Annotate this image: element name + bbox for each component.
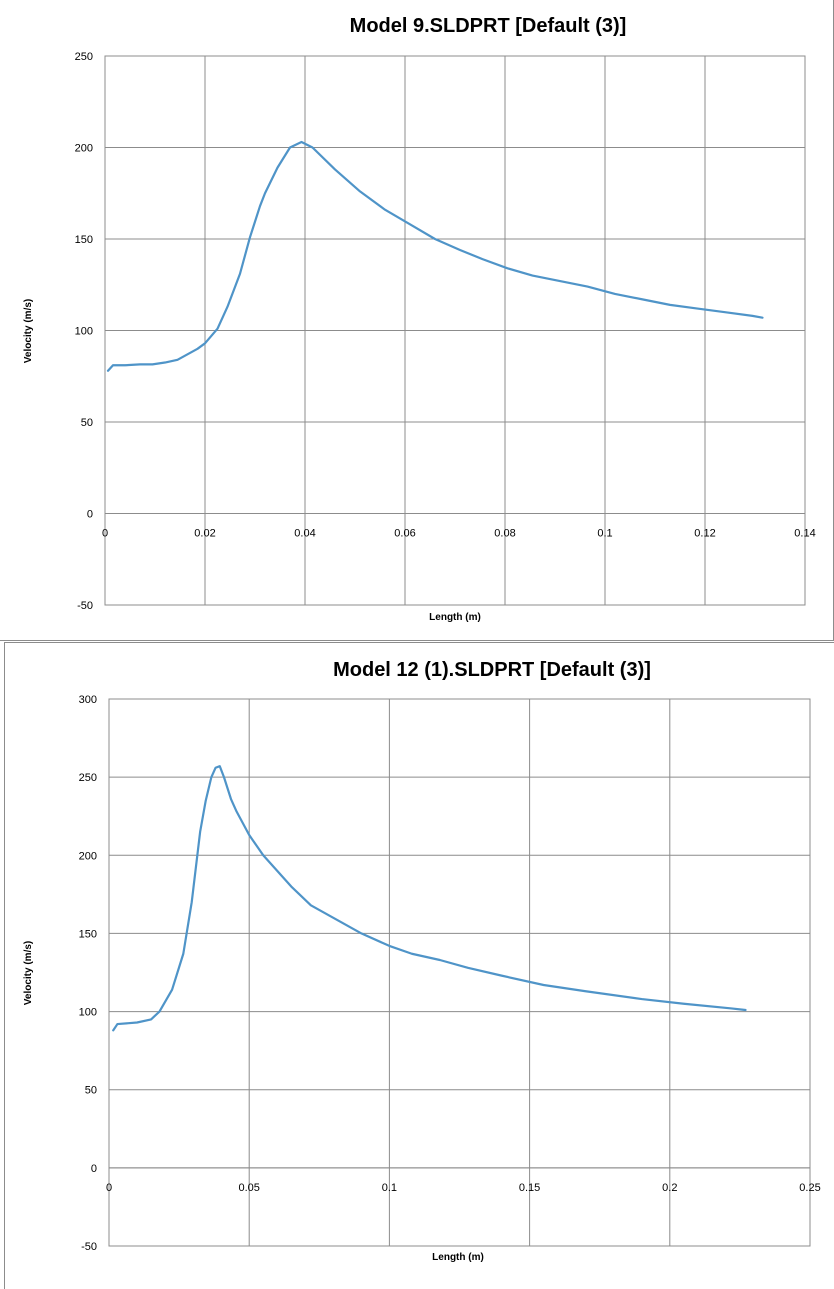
y-tick-label: 50: [85, 1085, 97, 1097]
y-tick-label: 100: [75, 326, 93, 338]
x-tick-label: 0.02: [194, 528, 215, 540]
y-tick-label: 0: [87, 509, 93, 521]
y-tick-label: 150: [79, 928, 97, 940]
chart-title: Model 12 (1).SLDPRT [Default (3)]: [333, 659, 651, 681]
series-lines: [106, 140, 764, 372]
x-tick-label: 0.12: [694, 528, 715, 540]
chart-panel-model-9: -50 0 50 100 150 200 250 0 0.02 0.04 0.06 0.08 0.1 0.…: [0, 0, 834, 641]
series-lines: [112, 765, 747, 1032]
y-tick-label: 0: [91, 1163, 97, 1175]
x-tick-label: 0.14: [794, 528, 815, 540]
x-tick-label: 0: [106, 1182, 112, 1194]
grid-lines: [104, 55, 806, 606]
x-tick-label: 0.1: [382, 1182, 397, 1194]
chart-panel-model-12: -50 0 50 100 150 200 250 300 0 0.05 0.1 0.15 0.2 0.25…: [4, 642, 834, 1289]
y-tick-label: 150: [75, 234, 93, 246]
y-tick-label: -50: [77, 600, 93, 612]
y-axis-label: Velocity (m/s): [23, 941, 34, 1005]
tick-labels: -50 0 50 100 150 200 250 0 0.02 0.04 0.06 0.08 0.1 0.…: [75, 51, 816, 612]
y-tick-label: 250: [79, 772, 97, 784]
x-axis-label: Length (m): [429, 612, 481, 623]
x-tick-label: 0.08: [494, 528, 515, 540]
tick-labels: -50 0 50 100 150 200 250 300 0 0.05 0.1 0.15 0.2 0.25: [79, 694, 821, 1253]
x-axis-label: Length (m): [432, 1252, 484, 1263]
plot-area: [108, 698, 811, 1247]
grid-lines: [108, 698, 811, 1247]
chart-model-9: -50 0 50 100 150 200 250 0 0.02 0.04 0.06 0.08 0.1 0.…: [23, 15, 816, 623]
y-tick-label: 50: [81, 417, 93, 429]
x-tick-label: 0.1: [597, 528, 612, 540]
y-tick-label: 100: [79, 1007, 97, 1019]
x-tick-label: 0.25: [799, 1182, 820, 1194]
x-tick-label: 0: [102, 528, 108, 540]
y-tick-label: 200: [75, 143, 93, 155]
x-tick-label: 0.2: [662, 1182, 677, 1194]
chart-model-12: -50 0 50 100 150 200 250 300 0 0.05 0.1 0.15 0.2 0.25…: [23, 659, 821, 1263]
series-line-velocity: [106, 140, 764, 372]
series-line-velocity: [112, 765, 747, 1032]
y-axis-label: Velocity (m/s): [23, 299, 34, 363]
y-tick-label: 200: [79, 850, 97, 862]
x-tick-label: 0.05: [238, 1182, 259, 1194]
x-tick-label: 0.04: [294, 528, 315, 540]
x-tick-label: 0.15: [519, 1182, 540, 1194]
x-tick-label: 0.06: [394, 528, 415, 540]
y-tick-label: 300: [79, 694, 97, 706]
chart-title: Model 9.SLDPRT [Default (3)]: [350, 15, 627, 37]
y-tick-label: -50: [81, 1241, 97, 1253]
y-tick-label: 250: [75, 51, 93, 63]
